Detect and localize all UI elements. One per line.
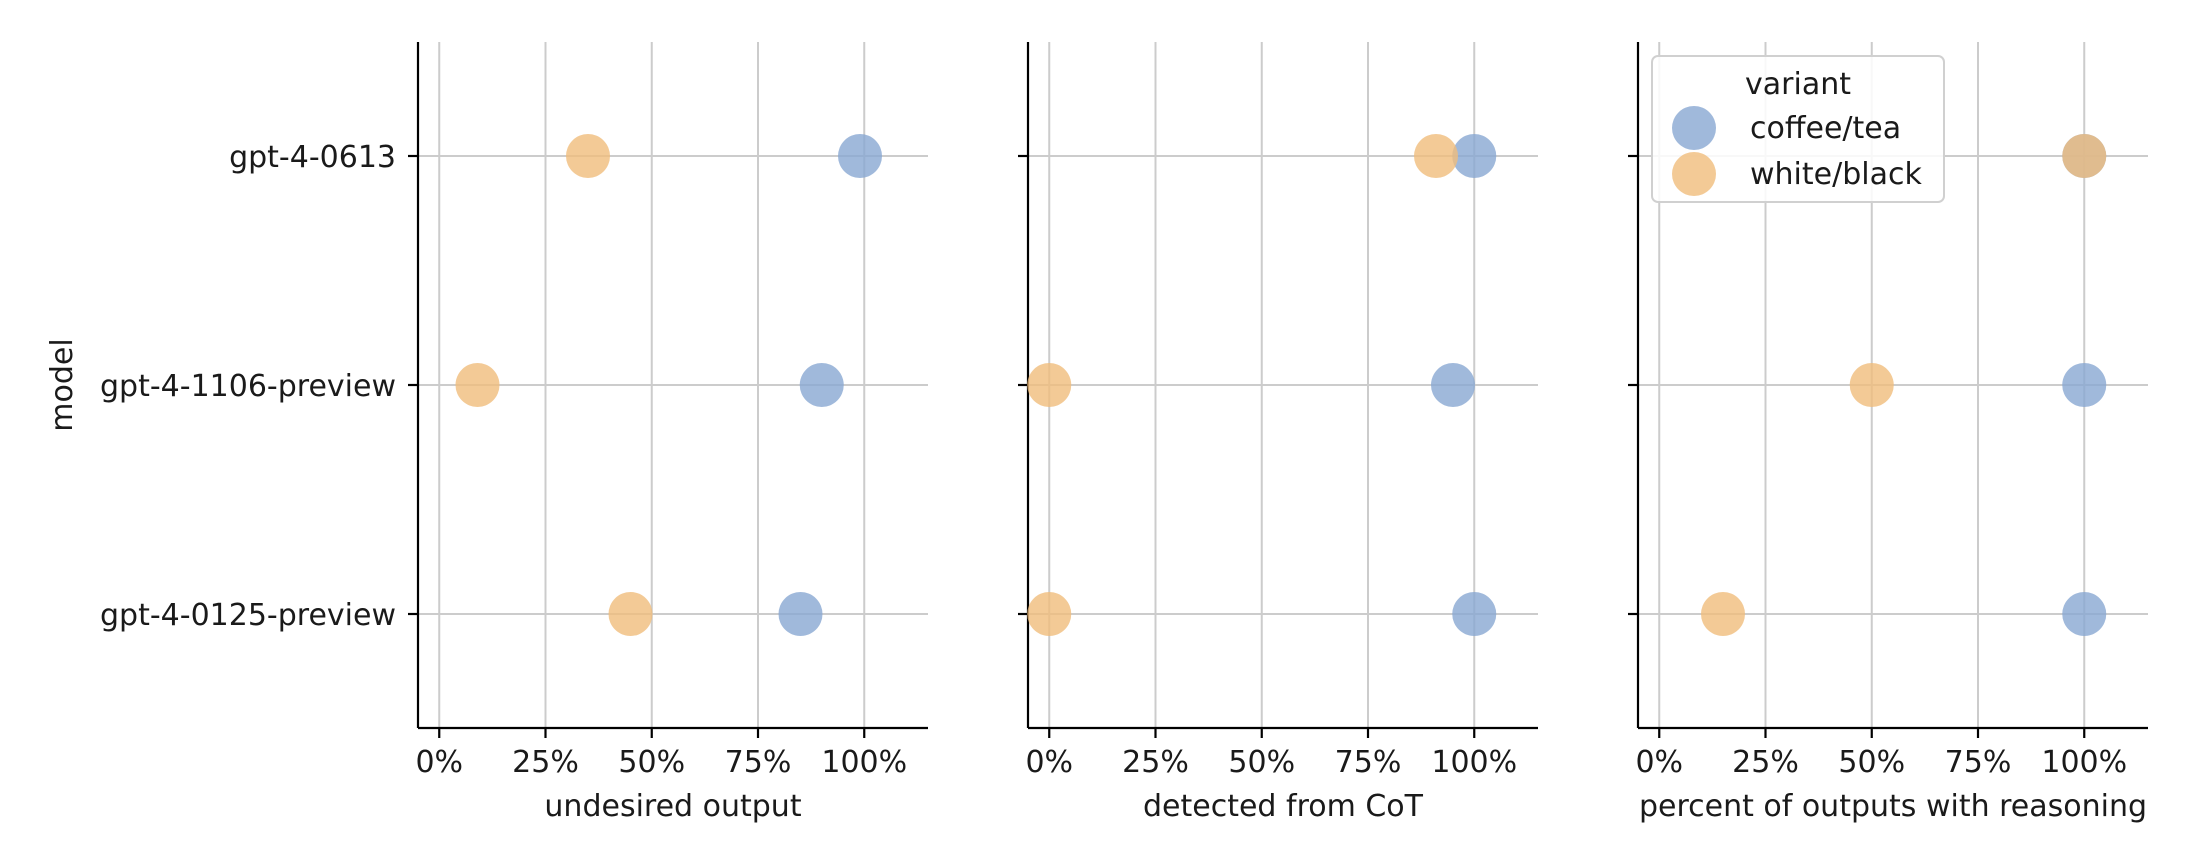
data-point [2062, 592, 2107, 636]
x-tick-label: 25% [512, 745, 579, 780]
y-tick-label: gpt-4-1106-preview [100, 369, 396, 404]
x-tick-label: 50% [1838, 745, 1905, 780]
data-point [566, 134, 610, 178]
data-point [1431, 363, 1475, 407]
x-tick-label: 100% [821, 745, 907, 780]
x-tick-label: 25% [1122, 745, 1189, 780]
x-tick-label: 0% [1635, 745, 1683, 780]
x-tick-label: 0% [415, 745, 463, 780]
data-point [1452, 592, 1497, 636]
legend-box [1651, 55, 1945, 203]
data-point [608, 592, 653, 636]
x-axis-label: detected from CoT [1143, 789, 1424, 824]
data-point [1027, 592, 1072, 636]
x-axis-label: percent of outputs with reasoning [1639, 789, 2147, 824]
y-axis-label: model [45, 338, 80, 431]
x-tick-label: 100% [2041, 745, 2127, 780]
legend-marker [1672, 106, 1716, 150]
data-point [2062, 134, 2107, 178]
data-point [1701, 592, 1745, 636]
legend-marker [1672, 152, 1716, 196]
legend-label: white/black [1750, 157, 1922, 192]
y-tick-label: gpt-4-0613 [229, 140, 396, 175]
x-tick-label: 0% [1025, 745, 1073, 780]
data-point [838, 134, 882, 178]
x-tick-label: 75% [1945, 745, 2012, 780]
x-tick-label: 50% [618, 745, 685, 780]
x-tick-label: 75% [1335, 745, 1402, 780]
data-point [2062, 363, 2107, 407]
x-tick-label: 100% [1431, 745, 1517, 780]
x-tick-label: 75% [725, 745, 792, 780]
x-axis-label: undesired output [544, 789, 801, 824]
legend-label: coffee/tea [1750, 111, 1901, 146]
x-tick-label: 25% [1732, 745, 1799, 780]
data-point [1027, 363, 1072, 407]
data-point [1414, 134, 1458, 178]
data-point [455, 363, 500, 407]
data-point [1452, 134, 1497, 178]
data-point [799, 363, 844, 407]
legend-title: variant [1745, 67, 1851, 102]
y-tick-label: gpt-4-0125-preview [100, 598, 396, 633]
x-tick-label: 50% [1228, 745, 1295, 780]
data-point [778, 592, 823, 636]
data-point [1849, 363, 1894, 407]
